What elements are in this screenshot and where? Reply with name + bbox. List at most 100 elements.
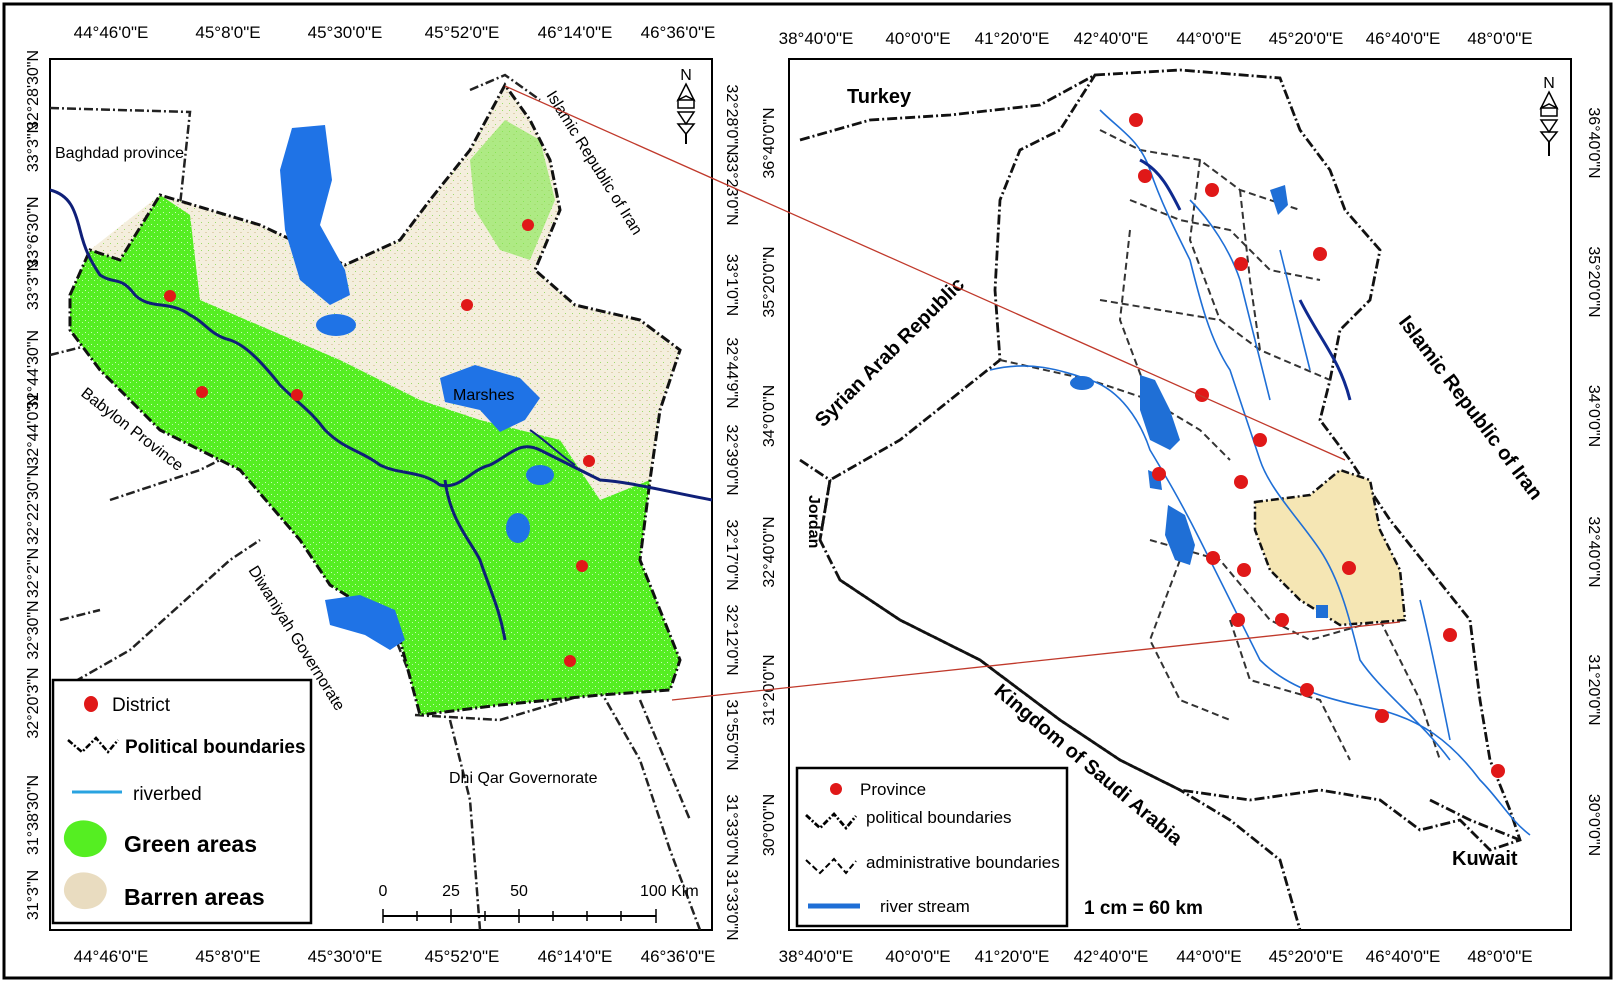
province-marker	[1195, 388, 1209, 402]
river-tributary	[1139, 158, 1182, 211]
district-marker	[291, 389, 303, 401]
tigris-river-right	[1099, 109, 1451, 761]
province-marker	[1234, 475, 1248, 489]
right-bottom-ticks: 38°40'0"E 40°0'0"E 41°20'0"E 42°40'0"E 4…	[779, 947, 1533, 966]
label-baghdad: Baghdad province	[55, 145, 184, 162]
scale-label-100: 100 Kim	[640, 883, 699, 900]
label-dhiqar: Dhi Qar Governorate	[449, 770, 598, 787]
tick-right-6: 32°12'0"N	[723, 604, 740, 675]
legend-political-label: Political boundaries	[125, 737, 306, 758]
left-top-ticks: 44°46'0"E 45°8'0"E 45°30'0"E 45°52'0"E 4…	[74, 23, 716, 42]
turkey-border	[799, 73, 1096, 142]
province-marker	[1237, 563, 1251, 577]
label-marshes: Marshes	[453, 387, 514, 404]
rtick-top-7: 48°0'0"E	[1467, 29, 1532, 48]
province-marker	[1138, 169, 1152, 183]
legend-district-symbol	[84, 696, 98, 712]
district-marker	[564, 655, 576, 667]
river-tributary	[1189, 199, 1271, 401]
label-turkey: Turkey	[847, 86, 912, 108]
label-jordan: Jordan	[805, 495, 822, 548]
province-marker	[1300, 683, 1314, 697]
province-green-area	[70, 195, 680, 715]
province-marker	[1206, 551, 1220, 565]
label-kuwait: Kuwait	[1452, 848, 1518, 870]
marshes-lake	[440, 365, 540, 432]
left-rivers	[49, 188, 713, 641]
tick-left-5: 32°44'0"N	[25, 394, 42, 465]
tick-bottom-2: 45°30'0"E	[308, 947, 383, 966]
tick-left-2: 33°6'30"N	[25, 196, 42, 267]
province-marker	[1491, 764, 1505, 778]
kuwait-border	[1429, 798, 1521, 842]
left-map: Baghdad province Marshes Dhi Qar Governo…	[25, 23, 740, 966]
rtick-left-1: 35°20'0"N	[761, 246, 778, 317]
tick-left-8: 32°30"N	[25, 600, 42, 659]
tick-right-2: 33°1'0"N	[723, 254, 740, 316]
province-marker	[1129, 113, 1143, 127]
rtick-right-0: 36°40'0"N	[1585, 107, 1602, 178]
tick-bottom-4: 46°14'0"E	[538, 947, 613, 966]
legend-green-label: Green areas	[124, 831, 257, 857]
province-marker	[1313, 247, 1327, 261]
province-marker	[1234, 257, 1248, 271]
river-north-branch	[529, 429, 576, 466]
province-marker	[1443, 628, 1457, 642]
scale-label-0: 0	[379, 883, 388, 900]
province-marker	[1231, 613, 1245, 627]
left-water-bodies	[280, 125, 554, 650]
tick-right-0: 32°28'0"N	[723, 84, 740, 155]
rtick-bottom-2: 41°20'0"E	[975, 947, 1050, 966]
tick-top-4: 46°14'0"E	[538, 23, 613, 42]
province-marker	[1253, 433, 1267, 447]
right-political-boundaries	[799, 68, 1522, 931]
province-marker	[1152, 467, 1166, 481]
rtick-bottom-7: 48°0'0"E	[1467, 947, 1532, 966]
tick-right-4: 32°39'0"N	[723, 424, 740, 495]
rtick-top-5: 45°20'0"E	[1269, 29, 1344, 48]
province-marker	[1205, 183, 1219, 197]
river-branch	[443, 479, 507, 641]
left-districts	[164, 219, 595, 667]
saudi-border	[839, 578, 1302, 931]
tick-right-7: 31°55'0"N	[723, 699, 740, 770]
scale-text-right: 1 cm = 60 km	[1084, 898, 1203, 919]
tick-left-6: 32°22'30"N	[25, 465, 42, 545]
lake-tharthar	[1140, 375, 1180, 450]
rtick-top-3: 42°40'0"E	[1074, 29, 1149, 48]
tick-left-0: 32°28'30"N	[25, 50, 42, 130]
legend-admin-symbol	[805, 857, 857, 875]
district-marker	[196, 386, 208, 398]
rtick-top-1: 40°0'0"E	[885, 29, 950, 48]
tick-left-3: 33°3"N	[25, 260, 42, 310]
district-marker	[583, 455, 595, 467]
tick-top-2: 45°30'0"E	[308, 23, 383, 42]
legend-political-symbol	[67, 736, 119, 754]
right-left-ticks: 36°40'0"N 35°20'0"N 34°0'0"N 32°40'0"N 3…	[761, 107, 778, 856]
tick-bottom-5: 46°36'0"E	[641, 947, 716, 966]
legend-province-symbol	[830, 783, 842, 795]
rtick-bottom-5: 45°20'0"E	[1269, 947, 1344, 966]
tick-top-0: 44°46'0"E	[74, 23, 149, 42]
right-right-ticks: 36°40'0"N 35°20'0"N 34°0'0"N 32°40'0"N 3…	[1585, 107, 1602, 856]
tick-bottom-0: 44°46'0"E	[74, 947, 149, 966]
lake-southwest	[325, 595, 405, 650]
rtick-bottom-1: 40°0'0"E	[885, 947, 950, 966]
rtick-bottom-6: 46°40'0"E	[1366, 947, 1441, 966]
rtick-bottom-4: 44°0'0"E	[1176, 947, 1241, 966]
north-label-right: N	[1543, 75, 1555, 92]
right-provinces	[1129, 113, 1505, 778]
district-marker	[164, 290, 176, 302]
province-marker	[1375, 709, 1389, 723]
north-arrow-right: N	[1539, 75, 1559, 156]
lake-small-south	[506, 513, 530, 543]
left-bottom-ticks: 44°46'0"E 45°8'0"E 45°30'0"E 45°52'0"E 4…	[74, 947, 716, 966]
tigris-river	[49, 188, 713, 502]
tick-left-1: 33°3"N	[25, 122, 42, 172]
province-marker	[1342, 561, 1356, 575]
right-map: Turkey Kuwait Syrian Arab Republic Islam…	[761, 29, 1602, 966]
legend-river-label: river stream	[880, 897, 970, 916]
district-marker	[576, 560, 588, 572]
study-province-highlight	[1253, 468, 1407, 627]
